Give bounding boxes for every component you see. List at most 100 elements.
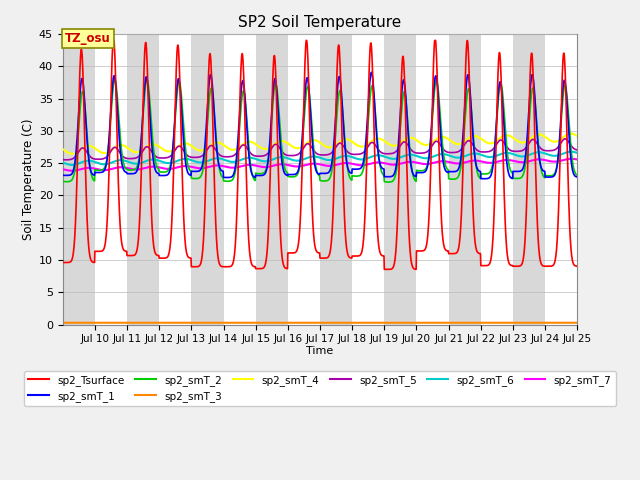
sp2_smT_6 — [568, 149, 575, 155]
sp2_smT_1 — [306, 101, 314, 107]
Bar — [449, 34, 481, 324]
sp2_smT_6 — [573, 150, 580, 156]
sp2_smT_6 — [140, 159, 147, 165]
Line: sp2_Tsurface: sp2_Tsurface — [63, 40, 577, 269]
sp2_Tsurface — [297, 211, 305, 217]
sp2_smT_7 — [297, 163, 305, 169]
Bar — [320, 34, 352, 324]
sp2_smT_6 — [297, 157, 305, 163]
sp2_smT_4 — [297, 144, 305, 150]
sp2_smT_3 — [573, 320, 580, 325]
sp2_smT_7 — [59, 167, 67, 172]
sp2_Tsurface — [140, 85, 147, 91]
Bar — [63, 34, 95, 324]
Bar — [385, 34, 417, 324]
sp2_smT_1 — [573, 174, 580, 180]
Bar — [191, 34, 223, 324]
Bar — [223, 34, 255, 324]
Bar — [95, 34, 127, 324]
Bar — [481, 34, 513, 324]
sp2_smT_1 — [517, 168, 525, 174]
Bar — [417, 34, 449, 324]
sp2_smT_1 — [480, 176, 488, 181]
Bar — [352, 34, 385, 324]
Bar — [545, 34, 577, 324]
sp2_smT_1 — [368, 70, 376, 75]
sp2_smT_1 — [296, 157, 304, 163]
sp2_smT_3 — [566, 320, 574, 325]
sp2_Tsurface — [517, 263, 525, 268]
sp2_smT_2 — [385, 179, 392, 185]
sp2_smT_5 — [441, 148, 449, 154]
Line: sp2_smT_6: sp2_smT_6 — [63, 152, 577, 165]
sp2_smT_6 — [307, 154, 314, 160]
sp2_smT_6 — [68, 162, 76, 168]
Bar — [288, 34, 320, 324]
sp2_smT_4 — [516, 139, 524, 145]
sp2_smT_3 — [516, 320, 524, 325]
sp2_smT_5 — [516, 148, 524, 154]
sp2_Tsurface — [109, 37, 117, 43]
sp2_smT_4 — [307, 138, 314, 144]
sp2_smT_2 — [307, 101, 314, 107]
sp2_smT_5 — [573, 147, 580, 153]
sp2_smT_7 — [516, 159, 524, 165]
sp2_smT_4 — [68, 151, 76, 157]
sp2_smT_5 — [307, 143, 314, 148]
sp2_Tsurface — [442, 247, 449, 252]
Bar — [513, 34, 545, 324]
Line: sp2_smT_1: sp2_smT_1 — [63, 72, 577, 179]
sp2_Tsurface — [307, 144, 314, 149]
sp2_smT_5 — [140, 147, 147, 153]
sp2_smT_2 — [567, 144, 575, 150]
Line: sp2_smT_2: sp2_smT_2 — [63, 80, 577, 182]
sp2_smT_3 — [306, 320, 314, 325]
sp2_smT_7 — [567, 156, 575, 162]
Legend: sp2_Tsurface, sp2_smT_1, sp2_smT_2, sp2_smT_3, sp2_smT_4, sp2_smT_5, sp2_smT_6, : sp2_Tsurface, sp2_smT_1, sp2_smT_2, sp2_… — [24, 371, 616, 406]
sp2_smT_7 — [573, 156, 580, 162]
Bar — [255, 34, 288, 324]
sp2_smT_4 — [567, 131, 575, 136]
X-axis label: Time: Time — [307, 346, 333, 356]
sp2_smT_5 — [59, 157, 67, 163]
sp2_smT_2 — [140, 112, 147, 118]
sp2_smT_2 — [297, 158, 305, 164]
Line: sp2_smT_4: sp2_smT_4 — [63, 133, 577, 154]
sp2_smT_5 — [63, 157, 70, 163]
sp2_Tsurface — [383, 266, 391, 272]
sp2_smT_4 — [59, 146, 67, 152]
sp2_smT_7 — [568, 156, 575, 162]
sp2_smT_6 — [59, 160, 67, 166]
sp2_smT_2 — [573, 172, 580, 178]
sp2_smT_4 — [573, 133, 580, 139]
sp2_smT_3 — [59, 320, 67, 325]
Bar — [127, 34, 159, 324]
sp2_smT_7 — [441, 158, 449, 164]
sp2_smT_4 — [140, 146, 147, 152]
sp2_smT_1 — [441, 167, 449, 172]
sp2_smT_5 — [567, 143, 575, 148]
sp2_smT_4 — [567, 131, 575, 136]
sp2_smT_3 — [296, 320, 304, 325]
sp2_smT_5 — [297, 149, 305, 155]
sp2_smT_7 — [307, 161, 314, 167]
sp2_Tsurface — [573, 264, 580, 269]
sp2_smT_2 — [517, 175, 525, 181]
sp2_smT_7 — [68, 168, 76, 174]
sp2_smT_6 — [441, 151, 449, 157]
Line: sp2_smT_5: sp2_smT_5 — [63, 139, 577, 160]
sp2_smT_2 — [59, 178, 67, 184]
sp2_smT_7 — [140, 166, 147, 171]
sp2_smT_1 — [59, 172, 67, 178]
sp2_smT_4 — [441, 134, 449, 140]
sp2_smT_6 — [567, 149, 575, 155]
sp2_smT_2 — [143, 77, 151, 83]
sp2_smT_6 — [516, 154, 524, 159]
Text: TZ_osu: TZ_osu — [65, 32, 111, 45]
sp2_smT_5 — [561, 136, 569, 142]
Bar — [159, 34, 191, 324]
Line: sp2_smT_7: sp2_smT_7 — [63, 159, 577, 171]
sp2_smT_3 — [441, 320, 449, 325]
sp2_smT_2 — [442, 161, 449, 167]
sp2_smT_1 — [140, 107, 147, 112]
